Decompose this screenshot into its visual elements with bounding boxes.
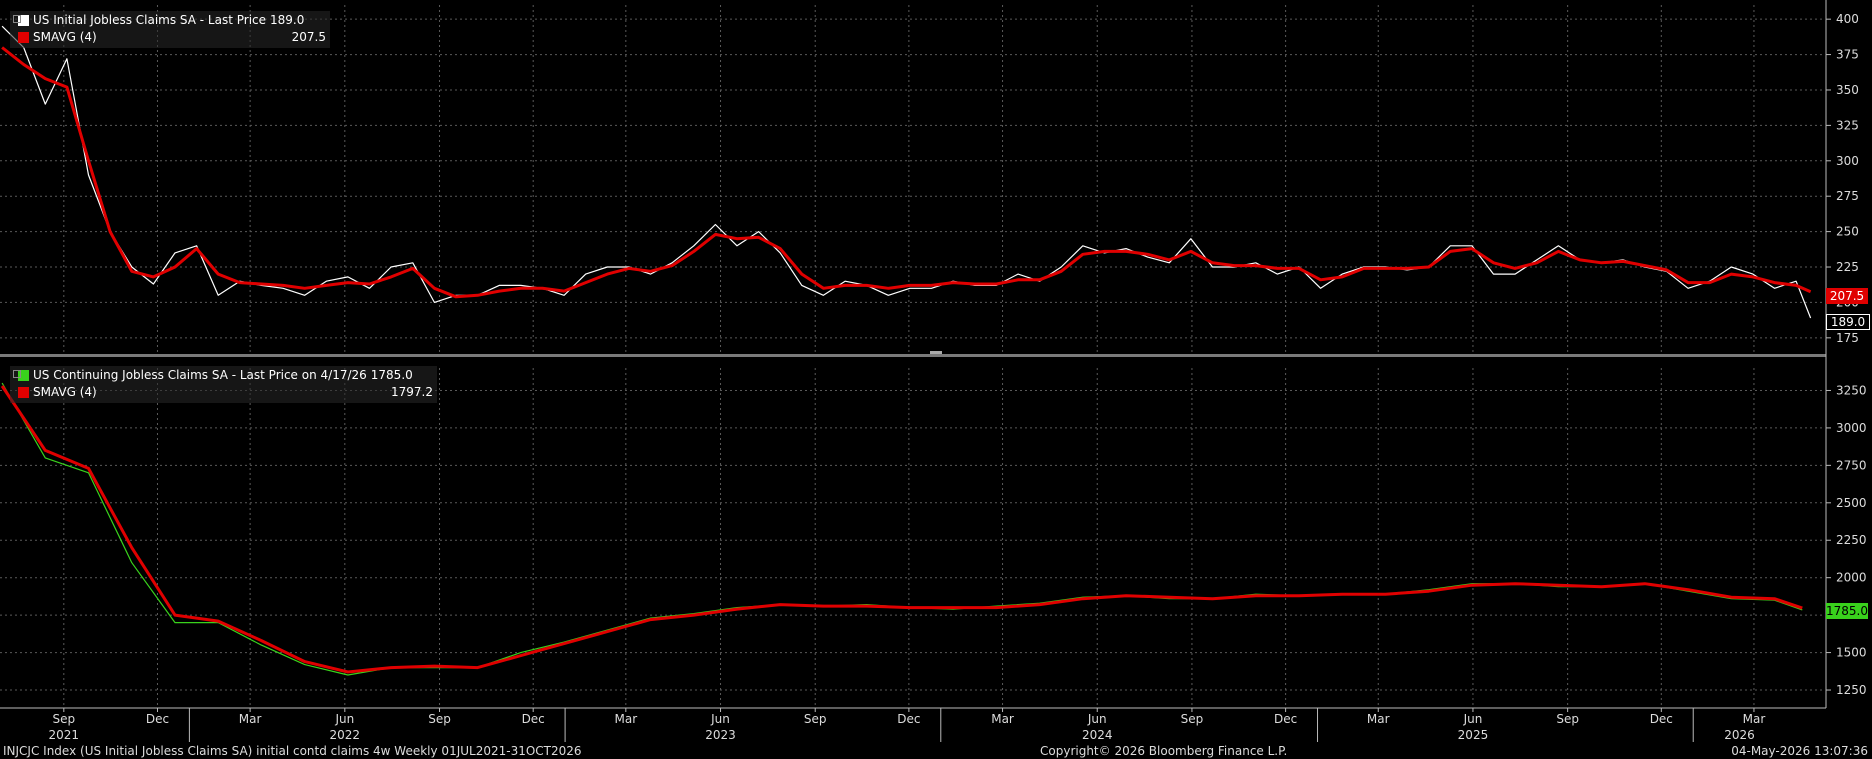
last-value-tag-continuing: 1785.0 — [1826, 603, 1868, 619]
y-tick-label: 300 — [1836, 154, 1859, 168]
panel-separator — [0, 354, 1826, 357]
legend-series-label: US Continuing Jobless Claims SA - Last P… — [33, 368, 367, 382]
y-tick-label: 1500 — [1836, 646, 1867, 660]
x-tick-label: Dec — [897, 712, 920, 726]
legend-series-value: 1785.0 — [370, 368, 413, 382]
legend-ma-value: 1797.2 — [391, 385, 433, 399]
x-tick-label: Dec — [522, 712, 545, 726]
x-tick-label: Jun — [1463, 712, 1483, 726]
footer-copyright: Copyright© 2026 Bloomberg Finance L.P. — [1040, 744, 1288, 758]
legend-initial-claims: US Initial Jobless Claims SA - Last Pric… — [10, 11, 330, 48]
y-tick-label: 175 — [1836, 331, 1859, 345]
x-year-label: 2021 — [49, 728, 80, 742]
red-swatch-icon — [18, 387, 29, 398]
x-tick-label: Mar — [615, 712, 638, 726]
y-tick-label: 2750 — [1836, 458, 1867, 472]
x-tick-label: Dec — [1274, 712, 1297, 726]
x-tick-label: Sep — [804, 712, 827, 726]
y-tick-label: 325 — [1836, 118, 1859, 132]
footer-index-description: INJCJC Index (US Initial Jobless Claims … — [3, 744, 582, 758]
x-year-label: 2023 — [705, 728, 736, 742]
y-tick-label: 225 — [1836, 260, 1859, 274]
y-tick-label: 2000 — [1836, 571, 1867, 585]
x-year-label: 2022 — [330, 728, 361, 742]
x-tick-label: Mar — [1743, 712, 1766, 726]
legend-row-smavg: SMAVG (4) 207.5 — [10, 29, 326, 46]
smavg-line — [1, 46, 1812, 299]
x-tick-label: Mar — [991, 712, 1014, 726]
x-year-label: 2025 — [1458, 728, 1489, 742]
legend-ma-label: SMAVG (4) — [33, 30, 97, 44]
x-year-label: 2024 — [1082, 728, 1113, 742]
y-tick-label: 3250 — [1836, 383, 1867, 397]
legend-row-smavg: SMAVG (4) 1797.2 — [10, 384, 433, 401]
x-tick-label: Sep — [53, 712, 76, 726]
y-tick-label: 350 — [1836, 83, 1859, 97]
x-tick-label: Sep — [1556, 712, 1579, 726]
y-tick-label: 400 — [1836, 12, 1859, 26]
y-tick-label: 2250 — [1836, 533, 1867, 547]
y-tick-label: 3000 — [1836, 421, 1867, 435]
smavg-line — [0, 385, 1803, 674]
last-value-tag-smavg: 207.5 — [1826, 288, 1868, 304]
last-value-tag-initial: 189.0 — [1826, 314, 1870, 330]
continuing-claims-line — [1, 382, 1803, 676]
legend-continuing-claims: US Continuing Jobless Claims SA - Last P… — [10, 366, 437, 403]
green-swatch-icon — [18, 370, 29, 381]
initial-claims-line — [1, 25, 1812, 319]
x-tick-label: Mar — [239, 712, 262, 726]
x-tick-label: Sep — [428, 712, 451, 726]
x-year-label: 2026 — [1724, 728, 1755, 742]
legend-collapse-icon[interactable] — [13, 15, 21, 23]
y-tick-label: 375 — [1836, 48, 1859, 62]
red-swatch-icon — [18, 32, 29, 43]
legend-series-label: US Initial Jobless Claims SA - Last Pric… — [33, 13, 267, 27]
legend-ma-value: 207.5 — [291, 30, 326, 44]
x-tick-label: Sep — [1181, 712, 1204, 726]
legend-row-continuing-claims: US Continuing Jobless Claims SA - Last P… — [10, 367, 433, 384]
white-swatch-icon — [18, 15, 29, 26]
legend-ma-label: SMAVG (4) — [33, 385, 97, 399]
x-tick-label: Dec — [1650, 712, 1673, 726]
x-tick-label: Jun — [710, 712, 730, 726]
legend-series-value: 189.0 — [270, 13, 305, 27]
x-tick-label: Dec — [146, 712, 169, 726]
y-tick-label: 250 — [1836, 225, 1859, 239]
y-tick-label: 2500 — [1836, 496, 1867, 510]
legend-row-initial-claims: US Initial Jobless Claims SA - Last Pric… — [10, 12, 326, 29]
x-tick-label: Jun — [334, 712, 354, 726]
y-tick-label: 275 — [1836, 189, 1859, 203]
panel-resize-handle — [930, 351, 942, 354]
legend-collapse-icon[interactable] — [13, 370, 21, 378]
y-tick-label: 1250 — [1836, 683, 1867, 697]
x-tick-label: Mar — [1367, 712, 1390, 726]
x-tick-label: Jun — [1087, 712, 1107, 726]
footer-timestamp: 04-May-2026 13:07:36 — [1731, 744, 1868, 758]
